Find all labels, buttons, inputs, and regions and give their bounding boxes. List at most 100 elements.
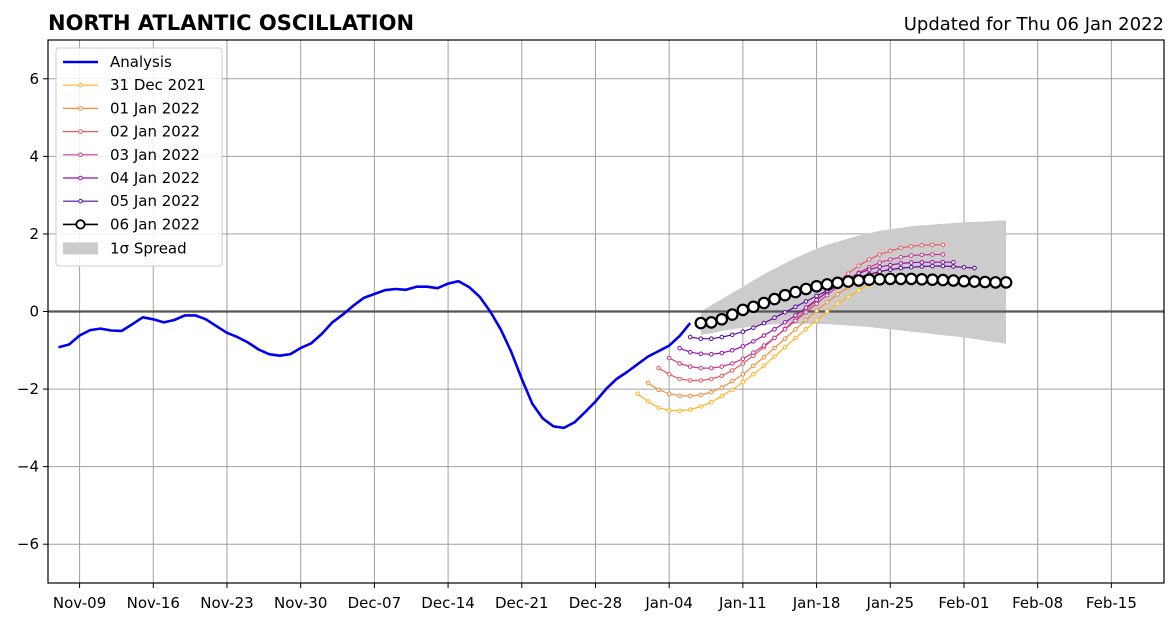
forecast-point <box>725 308 739 321</box>
forecast-point <box>751 325 756 331</box>
forecast-point <box>704 316 718 329</box>
forecast-point <box>803 317 809 323</box>
legend-label: 05 Jan 2022 <box>110 192 200 210</box>
forecast-point <box>719 334 725 340</box>
forecast-point <box>856 287 862 293</box>
y-tick-label: 0 <box>29 303 39 321</box>
forecast-point <box>866 267 872 272</box>
x-tick-label: Jan-25 <box>865 594 914 612</box>
forecast-point <box>877 264 883 270</box>
forecast-point <box>845 294 851 300</box>
forecast-point <box>709 376 714 382</box>
forecast-point <box>940 252 946 257</box>
forecast-point <box>761 343 767 348</box>
forecast-point <box>772 327 777 332</box>
legend-marker <box>78 106 83 111</box>
forecast-point <box>730 379 735 384</box>
y-tick-label: 2 <box>29 225 39 243</box>
forecast-point <box>740 379 746 385</box>
legend: Analysis 31 Dec 2021 01 Jan 2022 02 Jan 202… <box>55 47 223 267</box>
forecast-point <box>909 260 914 265</box>
forecast-point <box>814 293 819 299</box>
forecast-point <box>852 274 865 287</box>
forecast-point <box>694 316 708 330</box>
x-tick-label: Feb-08 <box>1012 594 1063 612</box>
forecast-point <box>740 372 746 377</box>
forecast-point <box>736 303 750 317</box>
forecast-point <box>645 399 651 404</box>
forecast-point <box>687 378 693 383</box>
forecast-point <box>761 363 767 369</box>
forecast-point <box>772 345 777 351</box>
forecast-point <box>782 320 788 325</box>
forecast-line <box>690 265 975 340</box>
forecast-point <box>709 336 714 342</box>
x-tick-label: Feb-15 <box>1086 594 1137 612</box>
forecast-point <box>835 292 840 297</box>
forecast-point <box>803 327 809 332</box>
legend-swatch-spread <box>63 242 98 255</box>
forecast-point <box>656 405 661 411</box>
forecast-point <box>824 309 830 314</box>
forecast-point <box>751 350 756 355</box>
forecast-point <box>747 300 760 314</box>
forecast-point <box>782 344 788 350</box>
forecast-point <box>909 253 914 258</box>
forecast-point <box>898 265 904 271</box>
x-tick-label: Nov-16 <box>127 594 180 612</box>
forecast-point <box>831 276 844 290</box>
forecast-point <box>730 332 735 338</box>
forecast-point <box>677 376 683 382</box>
forecast-point <box>730 348 735 353</box>
forecast-point <box>926 273 939 286</box>
forecast-point <box>904 272 918 286</box>
legend-marker <box>78 198 83 204</box>
axis-ticks: Nov-09 Nov-16 Nov-23 Nov-30 Dec-07 Dec-14 Dec-… <box>17 70 1137 612</box>
x-tick-label: Nov-09 <box>53 594 106 612</box>
forecast-point <box>677 361 683 366</box>
forecast-point <box>877 260 883 265</box>
legend-label: 02 Jan 2022 <box>110 123 200 141</box>
forecast-point <box>757 296 771 310</box>
forecast-point <box>793 335 798 341</box>
forecast-point <box>999 276 1013 289</box>
forecast-point <box>793 313 798 318</box>
forecast-point <box>803 299 809 304</box>
forecast-point <box>772 315 777 321</box>
legend-marker <box>75 219 86 230</box>
forecast-point <box>810 279 823 293</box>
forecast-point <box>740 356 746 362</box>
forecast-point <box>845 271 851 276</box>
forecast-point <box>883 272 897 286</box>
forecast-point <box>915 272 929 286</box>
forecast-point <box>856 263 862 269</box>
forecast-point <box>719 393 725 399</box>
x-tick-label: Jan-18 <box>792 594 841 612</box>
forecast-point <box>635 391 640 397</box>
forecast-point <box>719 385 725 390</box>
plot-area <box>48 220 1164 430</box>
forecast-point <box>873 272 886 286</box>
forecast-point <box>835 301 840 307</box>
x-tick-label: Feb-01 <box>938 594 989 612</box>
x-tick-label: Dec-28 <box>569 594 623 612</box>
forecast-point <box>677 408 683 414</box>
forecast-point <box>947 274 960 287</box>
forecast-series <box>694 272 1013 330</box>
forecast-point <box>782 327 788 332</box>
forecast-point <box>888 267 893 272</box>
forecast-point <box>761 320 767 326</box>
forecast-point <box>778 288 792 302</box>
forecast-line <box>658 244 943 382</box>
forecast-point <box>793 304 798 310</box>
y-tick-label: 6 <box>29 70 39 88</box>
forecast-point <box>820 278 834 291</box>
y-tick-label: −4 <box>17 458 39 476</box>
forecast-point <box>978 275 992 289</box>
forecast-point <box>645 380 651 386</box>
forecast-point <box>814 297 819 303</box>
forecast-point <box>951 264 956 269</box>
legend-label: 06 Jan 2022 <box>110 215 200 233</box>
forecast-point <box>730 387 735 393</box>
